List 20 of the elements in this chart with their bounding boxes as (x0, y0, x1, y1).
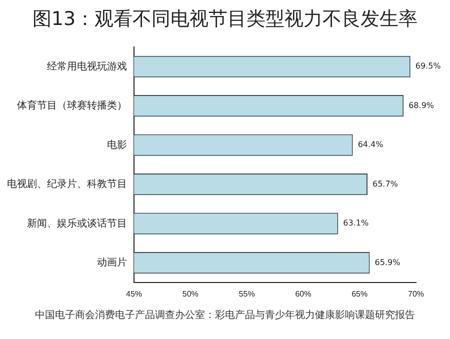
y-tick-label: 动画片 (97, 256, 127, 269)
y-tick-label: 电视剧、纪录片、科教节目 (7, 178, 127, 190)
y-tick-label: 电影 (107, 138, 127, 151)
y-tick-label: 体育节目（球赛转播类） (17, 100, 127, 112)
x-tick-label: 60% (295, 289, 312, 298)
x-tick-label: 70% (408, 289, 424, 298)
data-label: 69.5% (415, 62, 442, 71)
data-label: 68.9% (408, 100, 434, 110)
x-tick-label: 50% (182, 289, 198, 298)
x-tick-label: 55% (238, 289, 255, 298)
data-label: 64.4% (358, 140, 384, 150)
x-tick-label: 65% (352, 289, 368, 298)
data-label: 65.9% (374, 258, 401, 267)
chart-title: 图13：观看不同电视节目类型视力不良发生率 (31, 7, 419, 32)
data-label: 65.7% (372, 179, 398, 188)
y-tick-label: 经常用电视玩游戏 (47, 60, 127, 72)
x-tick-label: 45% (126, 289, 142, 298)
y-tick-label: 新闻、娱乐或谈话节目 (27, 217, 127, 230)
data-label: 63.1% (343, 218, 369, 228)
text: 中国电子商会消费电子产品调查办公室：彩电产品与青少年视力健康影响课题研究报告 (34, 308, 416, 322)
